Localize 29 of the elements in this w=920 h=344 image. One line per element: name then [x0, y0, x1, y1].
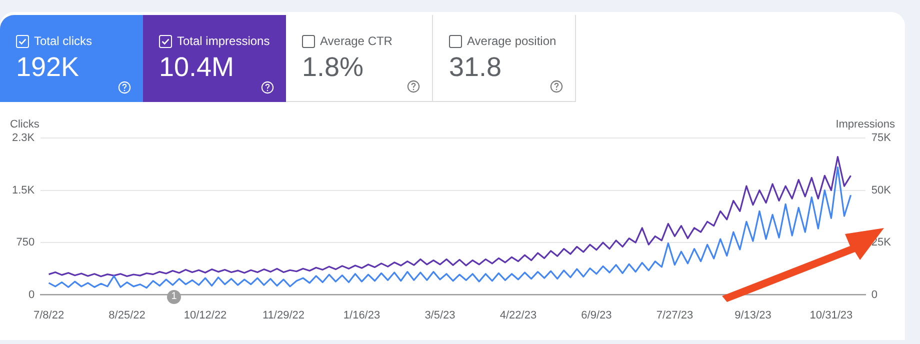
text: 10.4M — [159, 52, 234, 83]
text: 1.8% — [302, 52, 364, 83]
text: 31.8 — [449, 52, 502, 83]
y2-tick-label: 50K — [871, 184, 892, 196]
x-tick-label: 1/16/23 — [343, 309, 380, 322]
y2-tick-label: 0 — [871, 288, 878, 301]
x-tick-label: 6/9/23 — [581, 309, 612, 322]
x-tick-label: 11/29/22 — [262, 309, 305, 322]
text: Average CTR — [320, 34, 392, 48]
x-tick-label: 8/25/22 — [108, 309, 146, 322]
x-tick-label: 7/8/22 — [33, 309, 64, 322]
y-tick-label: 1.5K — [12, 184, 36, 196]
annotation: 1 — [167, 290, 181, 304]
legend-label: Total clicks — [34, 34, 92, 48]
y-tick-label: 750 — [16, 236, 35, 249]
x-tick-label: 3/5/23 — [424, 309, 456, 322]
y-tick-label: 0 — [28, 288, 35, 301]
x-tick-label: 7/27/23 — [656, 309, 694, 322]
x-tick-label: 9/13/23 — [734, 309, 772, 322]
x-tick-label: 10/31/23 — [810, 309, 853, 322]
text: 192K — [16, 52, 80, 83]
x-tick-label: 4/22/23 — [500, 309, 537, 322]
y-axis-title: Clicks — [10, 118, 40, 131]
y2-axis-title: Impressions — [836, 118, 896, 131]
text: Average position — [467, 34, 556, 48]
y2-tick-label: 75K — [871, 132, 892, 144]
x-tick-label: 10/12/22 — [184, 309, 227, 322]
y-tick-label: 2.3K — [12, 132, 36, 144]
legend-label: Total impressions — [177, 34, 270, 48]
